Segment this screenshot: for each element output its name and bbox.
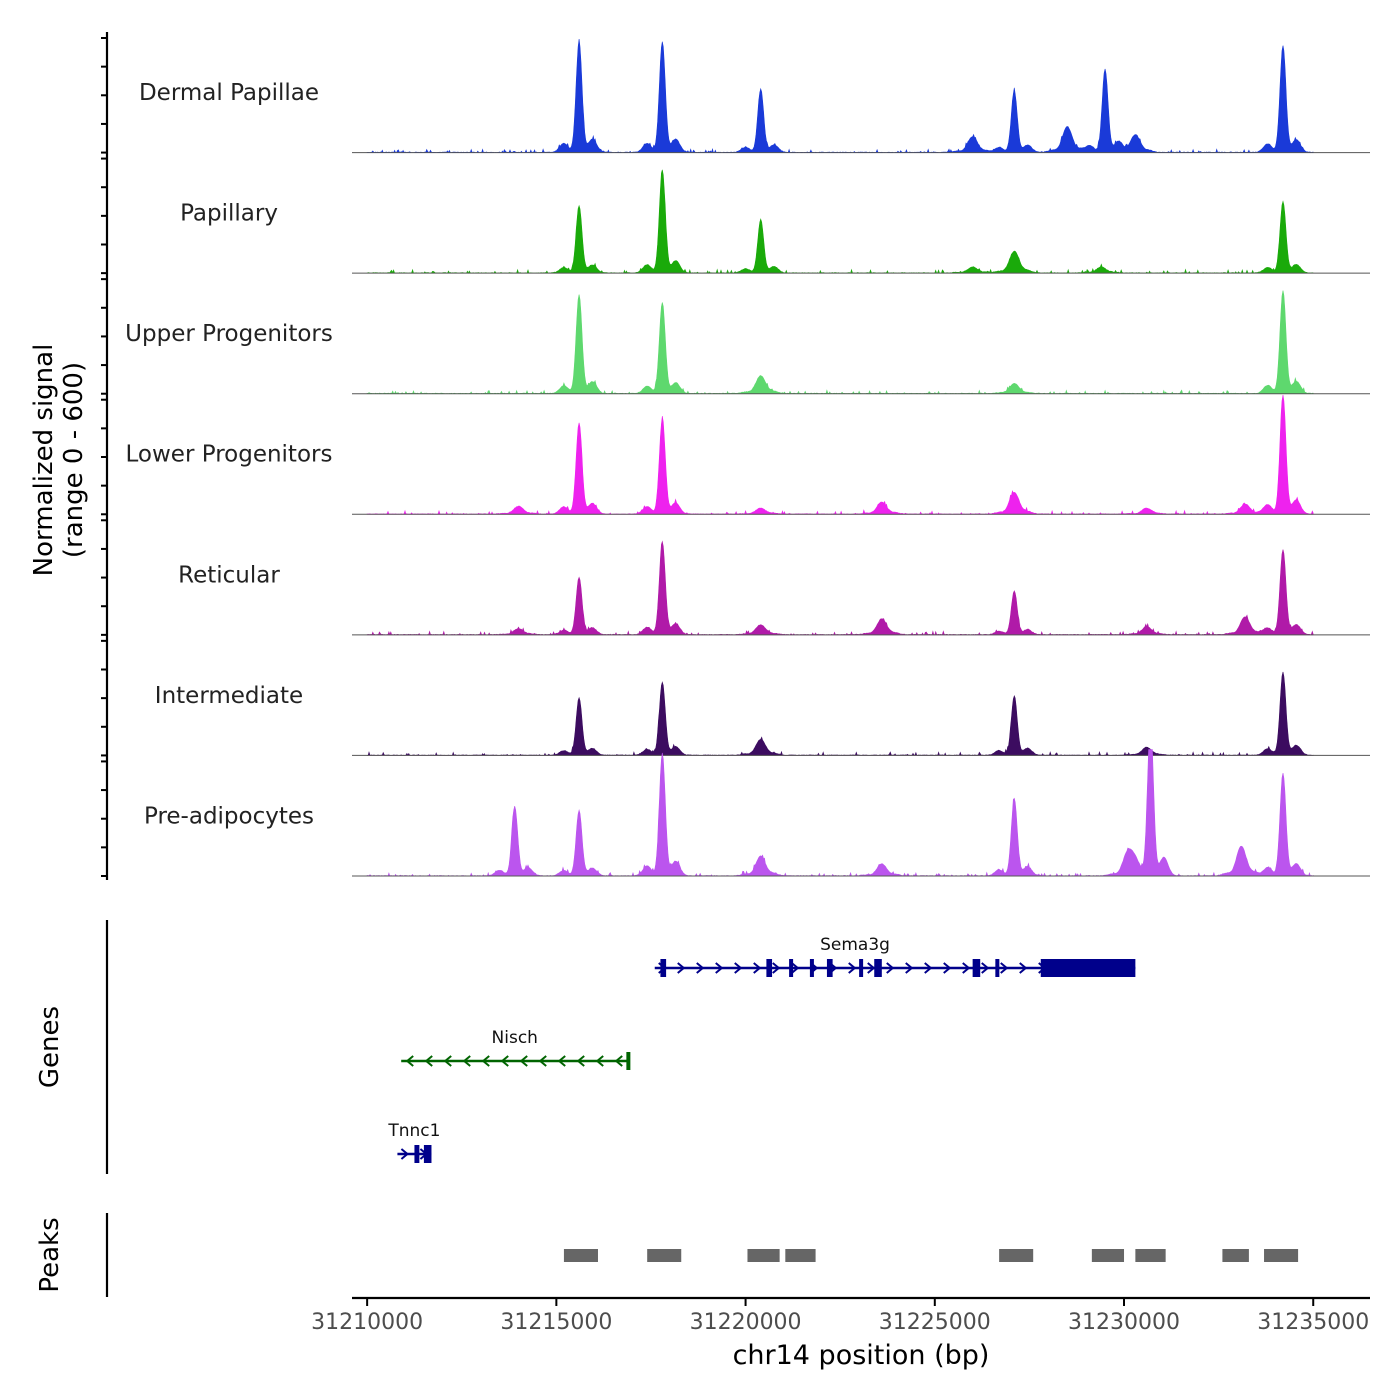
x-axis-ticks: 31210000 31215000 31220000 31225000 31230000… [311,1298,1369,1335]
strand-arrow [772,962,781,974]
coverage-track: Dermal Papillae [139,38,1370,154]
strand-arrow [595,1055,604,1067]
peak-region [1222,1249,1249,1262]
strand-arrow [791,962,800,974]
gene-exon [626,1052,631,1070]
genes-y-axis-label: Genes [35,1006,65,1088]
peak-region [563,1249,598,1262]
x-tick-label: 31230000 [1068,1310,1180,1335]
strand-arrow [848,962,857,974]
gene-exon [972,959,981,977]
coverage-area [366,749,1314,877]
x-tick-label: 31220000 [690,1310,802,1335]
strand-arrow [677,962,686,974]
strand-arrow [481,1055,490,1067]
gene-label: Nisch [492,1028,538,1048]
genes-panel: Sema3g Nisch Tnnc1 [387,935,1136,1163]
coverage-y-axis-label-line2: (range 0 - 600) [59,362,89,558]
gene-exon [826,959,833,977]
strand-arrow [943,962,952,974]
peak-region [1135,1249,1166,1262]
strand-arrow [886,962,895,974]
strand-arrow [715,962,724,974]
track-label: Reticular [178,562,280,588]
peak-region [747,1249,780,1262]
track-label: Pre-adipocytes [144,803,314,829]
strand-arrow [576,1055,585,1067]
track-label: Papillary [180,201,278,227]
peak-region [785,1249,816,1262]
strand-arrow [538,1055,547,1067]
gene-exon [995,959,1000,977]
strand-arrow [614,1055,623,1067]
peak-region [1264,1249,1299,1262]
strand-arrow [443,1055,452,1067]
gene-nisch: Nisch [401,1028,631,1070]
gene-exon [809,959,814,977]
strand-arrow [1019,962,1028,974]
strand-arrow [405,1055,414,1067]
gene-exon [789,959,794,977]
gene-exon [874,959,882,977]
coverage-track: Reticular [178,540,1370,636]
gene-exon [414,1145,420,1163]
x-tick-label: 31225000 [879,1310,991,1335]
strand-arrow [1000,962,1009,974]
gene-exon [423,1145,432,1163]
strand-arrow [500,1055,509,1067]
coverage-area [366,38,1314,154]
peak-region [647,1249,682,1262]
gene-exon [660,959,667,977]
strand-arrow [924,962,933,974]
gene-sema3g: Sema3g [654,935,1136,977]
coverage-y-axis-ticks [101,37,107,877]
strand-arrow [519,1055,528,1067]
peaks-y-axis-label: Peaks [35,1217,65,1292]
coverage-track: Upper Progenitors [125,290,1370,395]
track-label: Lower Progenitors [126,442,333,468]
strand-arrow [981,962,990,974]
gene-label: Tnnc1 [387,1121,440,1141]
strand-arrow [400,1148,409,1160]
track-label: Dermal Papillae [139,80,319,106]
strand-arrow [557,1055,566,1067]
coverage-track: Lower Progenitors [126,395,1370,515]
x-axis-title: chr14 position (bp) [733,1340,990,1371]
x-tick-label: 31210000 [311,1310,423,1335]
coverage-track: Papillary [180,169,1370,274]
x-tick-label: 31235000 [1257,1310,1369,1335]
peak-region [999,1249,1034,1262]
coverage-area [366,395,1314,515]
gene-exon [766,959,773,977]
peaks-panel [563,1249,1299,1262]
peak-region [1091,1249,1125,1262]
track-label: Upper Progenitors [125,321,333,347]
strand-arrow [905,962,914,974]
strand-arrow [696,962,705,974]
coverage-track: Intermediate [155,671,1370,756]
gene-tnnc1: Tnnc1 [387,1121,440,1163]
coverage-area [366,540,1314,636]
strand-arrow [734,962,743,974]
strand-arrow [753,962,762,974]
track-label: Intermediate [155,683,303,709]
strand-arrow [424,1055,433,1067]
coverage-track: Pre-adipocytes [144,749,1370,877]
strand-arrow [962,962,971,974]
gene-exon [1040,959,1136,977]
coverage-area [366,169,1314,274]
coverage-area [366,671,1314,756]
gene-exon [859,959,864,977]
strand-arrow [462,1055,471,1067]
coverage-panel: Dermal Papillae Papillary Upper Progenitor… [125,38,1370,877]
x-tick-label: 31215000 [500,1310,612,1335]
coverage-y-axis-label-line1: Normalized signal [29,344,59,577]
coverage-area [366,290,1314,395]
strand-arrow [867,962,876,974]
gene-label: Sema3g [820,935,890,955]
